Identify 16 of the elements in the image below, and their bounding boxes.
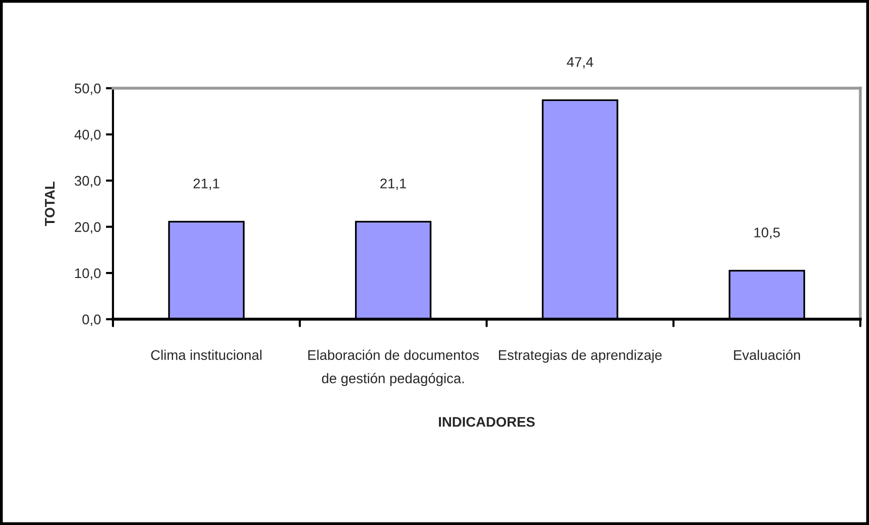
- y-tick-label: 10,0: [75, 268, 101, 280]
- x-tick-label: Estrategias de aprendizaje: [498, 350, 662, 363]
- x-tick-label: Clima institucional: [151, 350, 262, 360]
- y-tick-label: 0,0: [82, 314, 101, 326]
- data-label: 10,5: [754, 228, 780, 240]
- data-label: 47,4: [566, 57, 594, 69]
- x-tick-label: Elaboración de documentos de gestión pedagógica.: [308, 350, 479, 386]
- x-tick-label: Evaluación: [734, 350, 800, 360]
- data-label: 21,1: [194, 178, 220, 190]
- y-tick-label: 50,0: [74, 84, 101, 96]
- y-tick-label: 40,0: [74, 130, 101, 142]
- y-tick-label: 20,0: [74, 222, 101, 234]
- x-axis-title: INDICADORES: [438, 416, 535, 427]
- y-tick-label: 30,0: [74, 176, 101, 188]
- data-label: 21,1: [380, 178, 406, 190]
- y-axis-title: TOTAL: [44, 182, 55, 226]
